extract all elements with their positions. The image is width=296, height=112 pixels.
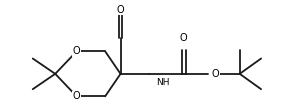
Text: O: O [73, 46, 81, 56]
Text: O: O [180, 33, 187, 43]
Text: O: O [212, 69, 220, 79]
Text: O: O [117, 5, 124, 15]
Text: NH: NH [157, 78, 170, 87]
Text: O: O [73, 91, 81, 101]
